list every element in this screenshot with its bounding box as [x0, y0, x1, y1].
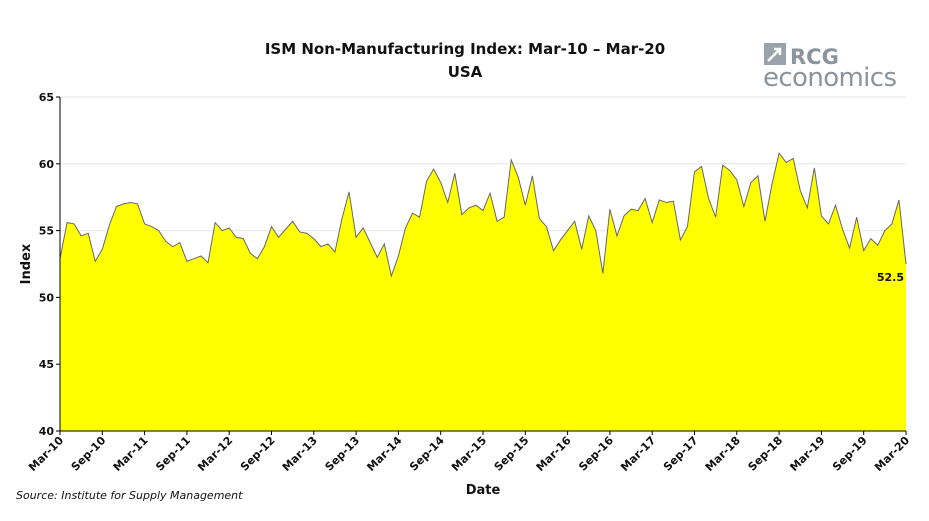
- x-tick-label: Mar-16: [534, 434, 574, 474]
- logo-name: economics: [763, 63, 897, 93]
- x-tick-label: Sep-19: [830, 434, 870, 474]
- x-tick-label: Mar-12: [195, 434, 235, 474]
- y-tick-label: 45: [39, 358, 54, 371]
- area: [60, 153, 906, 432]
- y-tick-label: 60: [39, 158, 55, 171]
- x-tick-label: Mar-17: [618, 434, 658, 474]
- x-tick-label: Sep-17: [661, 434, 701, 474]
- y-tick-label: 65: [39, 91, 54, 104]
- x-tick-label: Mar-10: [26, 434, 66, 474]
- logo: RCG economics: [763, 43, 897, 93]
- x-tick-label: Mar-15: [449, 434, 489, 474]
- x-tick-label: Mar-11: [111, 434, 151, 474]
- x-tick-label: Mar-13: [280, 434, 320, 474]
- chart-subtitle: USA: [448, 63, 483, 81]
- y-axis-label: Index: [19, 243, 34, 284]
- area-line: [59, 151, 907, 278]
- y-tick-label: 55: [39, 225, 54, 238]
- x-axis-label: Date: [466, 483, 501, 498]
- x-tick-label: Mar-20: [872, 434, 912, 474]
- x-tick-label: Mar-19: [787, 434, 827, 474]
- data-label: 52.5: [877, 271, 904, 284]
- x-tick-label: Sep-15: [492, 434, 532, 474]
- x-tick-label: Sep-14: [407, 434, 447, 474]
- chart-title: ISM Non-Manufacturing Index: Mar-10 – Ma…: [265, 40, 665, 58]
- x-tick-label: Mar-18: [703, 434, 743, 474]
- x-tick-label: Sep-16: [576, 434, 616, 474]
- source-note: Source: Institute for Supply Management: [16, 489, 243, 502]
- x-tick-label: Sep-12: [238, 434, 278, 474]
- x-tick-label: Sep-13: [323, 434, 363, 474]
- x-tick-label: Mar-14: [364, 434, 404, 474]
- x-tick-label: Sep-10: [69, 434, 109, 474]
- logo-arrow: [767, 47, 782, 62]
- x-tick-label: Sep-18: [746, 434, 786, 474]
- y-tick-label: 40: [39, 425, 55, 438]
- logo-brand: RCG: [790, 45, 839, 69]
- y-tick-label: 50: [39, 291, 55, 304]
- x-tick-label: Sep-11: [153, 434, 193, 474]
